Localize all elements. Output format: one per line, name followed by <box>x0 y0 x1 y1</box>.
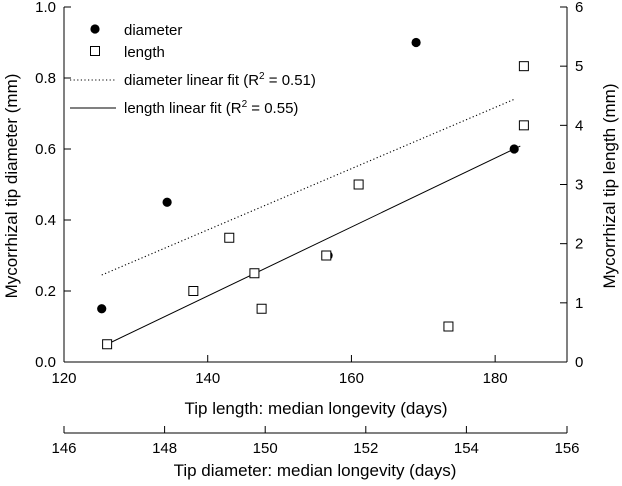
length-point <box>518 120 529 131</box>
x-inner-tick-label: 160 <box>339 370 364 387</box>
length-point <box>353 179 364 190</box>
x-outer-tick-label: 148 <box>152 440 177 457</box>
x-inner-axis-title: Tip length: median longevity (days) <box>184 399 447 418</box>
y-left-tick-label: 0.6 <box>35 141 56 158</box>
diameter-point <box>509 144 519 154</box>
y-left-tick-label: 0.4 <box>35 212 56 229</box>
legend-length-label: length <box>124 44 165 61</box>
length-point <box>224 232 235 243</box>
length-point <box>249 268 260 279</box>
y-left-tick-label: 1.0 <box>35 0 56 16</box>
x-outer-tick-label: 150 <box>253 440 278 457</box>
y-right-tick-label: 4 <box>575 117 583 134</box>
y-left-axis-title: Mycorrhizal tip diameter (mm) <box>2 74 21 299</box>
diameter-point <box>97 304 107 314</box>
y-right-tick-label: 3 <box>575 177 583 194</box>
diameter-point <box>411 37 421 48</box>
x-outer-axis-title: Tip diameter: median longevity (days) <box>174 461 457 480</box>
x-inner-tick-label: 180 <box>483 370 508 387</box>
legend-length-fit-label: length linear fit (R2 = 0.55) <box>124 99 298 117</box>
length-point <box>256 303 267 314</box>
x-outer-tick-label: 146 <box>51 440 76 457</box>
x-inner-tick-label: 140 <box>195 370 220 387</box>
y-left-tick-label: 0.8 <box>35 70 56 87</box>
length-point <box>518 61 529 72</box>
x-outer-tick-label: 152 <box>353 440 378 457</box>
y-left-tick-label: 0.2 <box>35 283 56 300</box>
legend-length-marker <box>90 46 100 56</box>
y-right-tick-label: 5 <box>575 58 583 75</box>
legend-diameter-label: diameter <box>124 22 182 39</box>
x-inner-tick-label: 120 <box>51 370 76 387</box>
y-right-tick-label: 1 <box>575 295 583 312</box>
y-right-tick-label: 2 <box>575 236 583 253</box>
length-point <box>321 250 332 261</box>
y-right-tick-label: 0 <box>575 354 583 371</box>
length-fit-line <box>106 145 521 345</box>
length-point <box>102 339 113 350</box>
legend: diameter length diameter linear fit (R2 = … <box>70 22 316 117</box>
diameter-point <box>162 197 172 207</box>
y-right-axis-title: Mycorrhizal tip length (mm) <box>600 84 619 289</box>
data-marks <box>97 37 529 350</box>
ticks: 0.0 0.2 0.4 0.6 0.8 1.0 0 1 2 3 4 5 6 120 140 160 180 146… <box>35 0 583 457</box>
legend-diameter-marker <box>90 24 100 34</box>
length-point <box>188 286 199 296</box>
x-outer-tick-label: 154 <box>454 440 479 457</box>
y-right-tick-label: 6 <box>575 0 583 16</box>
x-outer-tick-label: 156 <box>554 440 579 457</box>
legend-diameter-fit-label: diameter linear fit (R2 = 0.51) <box>124 71 316 89</box>
y-left-tick-label: 0.0 <box>35 354 56 371</box>
diameter-fit-line <box>101 98 515 276</box>
fit-lines <box>101 98 521 345</box>
length-point <box>443 321 454 332</box>
